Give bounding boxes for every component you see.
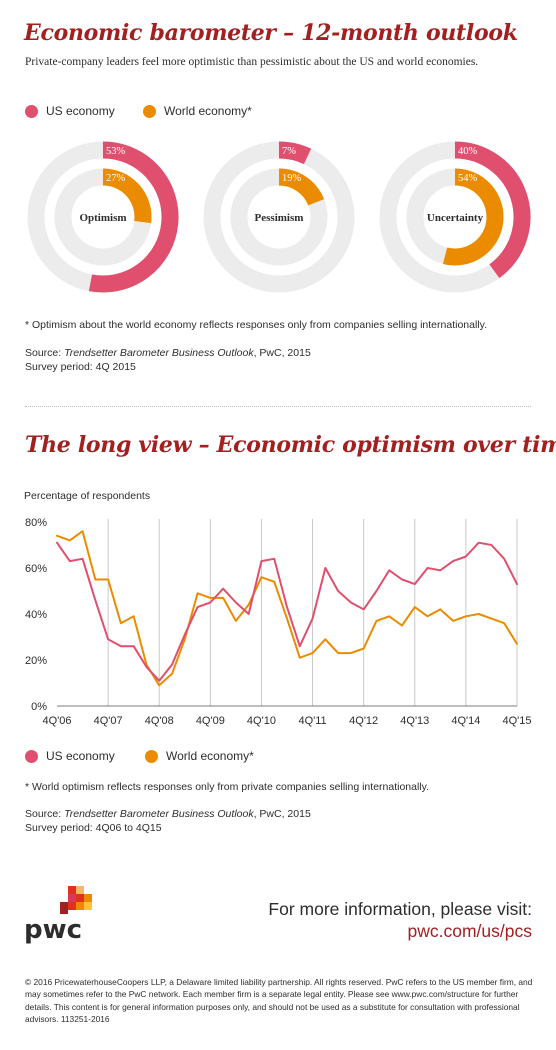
x-tick-label: 4Q'15 (502, 715, 531, 727)
donut-charts: 53% 27% Optimism 7% 19% Pessimism 40% 54% Uncert… (27, 141, 531, 293)
source-label: Source: (25, 347, 65, 359)
line-chart: Percentage of respondents 4Q'06 4Q'07 4Q'0… (24, 490, 532, 727)
source2-label: Source: (25, 808, 65, 820)
source2-title: Trendsetter Barometer Business Outlook (64, 808, 254, 820)
donut-pessimism: 7% 19% Pessimism (203, 141, 355, 293)
y-tick-label: 60% (25, 563, 47, 575)
section2-survey-period: Survey period: 4Q06 to 4Q15 (25, 822, 162, 834)
section1-source: Source: Trendsetter Barometer Business O… (25, 346, 311, 360)
pwc-logo-text: pwc (24, 915, 82, 944)
source-rest: , PwC, 2015 (253, 347, 311, 359)
us-economy-arc (278, 141, 312, 165)
chart-world-economy-swatch (145, 749, 158, 763)
chart-us-economy-swatch (25, 749, 38, 763)
legend-world-economy: World economy* (143, 104, 252, 118)
chart-legend-world-label: World economy* (166, 749, 254, 763)
world-economy-arc (102, 168, 152, 224)
world-economy-arc (278, 168, 325, 206)
section1-subtitle: Private-company leaders feel more optimi… (25, 56, 479, 68)
donut-uncertainty: 40% 54% Uncertainty (379, 141, 531, 293)
x-tick-label: 4Q'12 (349, 715, 378, 727)
legend-us-economy: US economy (25, 104, 115, 118)
pwc-logo: pwc (24, 886, 92, 944)
section2-footnote: * World optimism reflects responses only… (25, 781, 430, 793)
pwc-url-link[interactable]: pwc.com/us/pcs (407, 921, 532, 941)
section1-survey-period: Survey period: 4Q 2015 (25, 361, 136, 373)
x-tick-label: 4Q'09 (196, 715, 225, 727)
us-economy-value-label: 7% (282, 146, 296, 157)
y-tick-label: 0% (31, 701, 47, 713)
visit-text: For more information, please visit: (268, 899, 532, 919)
y-tick-label: 40% (25, 609, 47, 621)
donut-center-label: Pessimism (255, 212, 304, 224)
x-tick-label: 4Q'06 (42, 715, 71, 727)
section-divider (25, 406, 531, 407)
y-axis-label: Percentage of respondents (24, 490, 150, 502)
y-tick-label: 20% (25, 655, 47, 667)
us-economy-value-label: 40% (458, 146, 478, 157)
x-tick-label: 4Q'14 (451, 715, 480, 727)
us-economy-arc (88, 141, 179, 293)
x-tick-label: 4Q'10 (247, 715, 276, 727)
x-tick-label: 4Q'11 (298, 715, 326, 727)
section2-source: Source: Trendsetter Barometer Business O… (25, 807, 311, 821)
x-tick-label: 4Q'13 (400, 715, 429, 727)
chart-legend-us-economy: US economy (25, 749, 115, 763)
x-tick-label: 4Q'07 (94, 715, 123, 727)
section1-title: Economic barometer – 12-month outlook (24, 20, 518, 46)
world-economy-value-label: 19% (282, 173, 302, 184)
world-economy-line (56, 530, 518, 687)
chart-legend-world-economy: World economy* (145, 749, 254, 763)
source-title: Trendsetter Barometer Business Outlook (64, 347, 254, 359)
world-economy-value-label: 27% (106, 173, 126, 184)
donut-center-label: Uncertainty (427, 212, 484, 224)
world-economy-value-label: 54% (458, 173, 478, 184)
legend-us-label: US economy (46, 104, 115, 118)
section2-title: The long view – Economic optimism over t… (25, 432, 556, 458)
donut-optimism: 53% 27% Optimism (27, 141, 179, 293)
legend-world-label: World economy* (164, 104, 252, 118)
us-economy-line (56, 541, 518, 682)
source2-rest: , PwC, 2015 (253, 808, 311, 820)
us-economy-value-label: 53% (106, 146, 126, 157)
world-economy-arc (442, 168, 504, 266)
donut-center-label: Optimism (79, 212, 126, 224)
chart-legend-us-label: US economy (46, 749, 115, 763)
us-economy-arc (454, 141, 531, 279)
y-tick-label: 80% (25, 517, 47, 529)
legal-notice: © 2016 PricewaterhouseCoopers LLP, a Del… (25, 977, 533, 1024)
x-tick-label: 4Q'08 (145, 715, 174, 727)
world-economy-swatch (143, 104, 156, 118)
section1-footnote: * Optimism about the world economy refle… (25, 319, 488, 331)
us-economy-swatch (25, 104, 38, 118)
